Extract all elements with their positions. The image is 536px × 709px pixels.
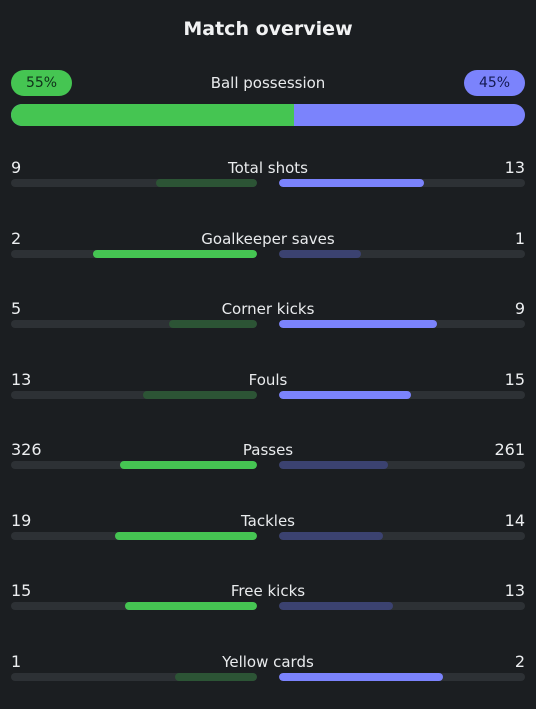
stat-label: Goalkeeper saves <box>201 229 335 248</box>
away-stat-track <box>279 672 525 681</box>
possession-row: 55% Ball possession 45% <box>11 70 525 96</box>
away-stat-track <box>279 179 525 187</box>
stat-label: Total shots <box>228 159 308 177</box>
stat-label: Passes <box>242 441 294 459</box>
away-possession-badge: 45% <box>464 70 525 96</box>
away-stat-value: 15 <box>504 369 525 389</box>
away-stat-value: 9 <box>514 299 525 318</box>
away-stat-fill <box>279 461 389 469</box>
stat-row: 326 Passes 261 <box>11 440 525 480</box>
possession-label: Ball possession <box>210 74 326 92</box>
home-stat-track <box>11 179 257 187</box>
away-stat-value: 13 <box>504 158 525 177</box>
away-stat-fill <box>279 390 411 399</box>
away-stat-value: 14 <box>504 510 525 530</box>
home-stat-fill <box>169 320 257 328</box>
stat-label: Free kicks <box>230 582 306 600</box>
stat-label: Corner kicks <box>221 300 315 318</box>
home-stat-value: 13 <box>11 369 32 389</box>
stat-label: Yellow cards <box>222 652 314 671</box>
page-title: Match overview <box>183 18 353 40</box>
away-stat-track <box>279 602 525 610</box>
home-stat-track <box>11 672 257 681</box>
home-stat-fill <box>125 602 257 610</box>
away-stat-value: 261 <box>494 440 525 459</box>
away-stat-fill <box>279 602 394 610</box>
home-stat-value: 15 <box>11 581 32 600</box>
away-stat-track <box>279 531 525 540</box>
home-stat-fill <box>120 461 257 469</box>
away-stat-track <box>279 249 525 258</box>
home-stat-value: 326 <box>11 440 42 459</box>
away-stat-value: 13 <box>504 581 525 600</box>
away-stat-value: 2 <box>514 651 525 671</box>
home-stat-fill <box>175 672 257 681</box>
home-stat-track <box>11 390 257 399</box>
stat-row: 19 Tackles 14 <box>11 511 525 551</box>
away-stat-fill <box>279 179 425 187</box>
home-stat-value: 2 <box>11 228 22 248</box>
home-stat-value: 5 <box>11 299 22 318</box>
home-stat-track <box>11 531 257 540</box>
stat-row: 2 Goalkeeper saves 1 <box>11 229 525 269</box>
home-possession-fill <box>11 104 294 126</box>
away-stat-track <box>279 390 525 399</box>
stat-row: 1 Yellow cards 2 <box>11 652 525 692</box>
home-stat-fill <box>93 249 257 258</box>
stat-row: 5 Corner kicks 9 <box>11 299 525 339</box>
away-stat-track <box>279 461 525 469</box>
home-possession-badge: 55% <box>11 70 72 96</box>
home-stat-value: 9 <box>11 158 22 177</box>
home-stat-fill <box>115 531 257 540</box>
home-stat-track <box>11 602 257 610</box>
stat-label: Fouls <box>248 370 288 389</box>
away-stat-fill <box>279 249 361 258</box>
possession-bar <box>11 104 525 126</box>
away-stat-fill <box>279 672 443 681</box>
home-stat-track <box>11 249 257 258</box>
away-stat-value: 1 <box>514 228 525 248</box>
home-stat-value: 19 <box>11 510 32 530</box>
away-stat-fill <box>279 531 384 540</box>
home-stat-track <box>11 461 257 469</box>
away-stat-track <box>279 320 525 328</box>
stat-label: Tackles <box>240 511 296 530</box>
home-stat-fill <box>156 179 257 187</box>
home-stat-fill <box>142 390 257 399</box>
home-stat-track <box>11 320 257 328</box>
stat-row: 15 Free kicks 13 <box>11 581 525 621</box>
stat-row: 13 Fouls 15 <box>11 370 525 410</box>
stat-row: 9 Total shots 13 <box>11 158 525 198</box>
home-stat-value: 1 <box>11 651 22 671</box>
away-stat-fill <box>279 320 438 328</box>
